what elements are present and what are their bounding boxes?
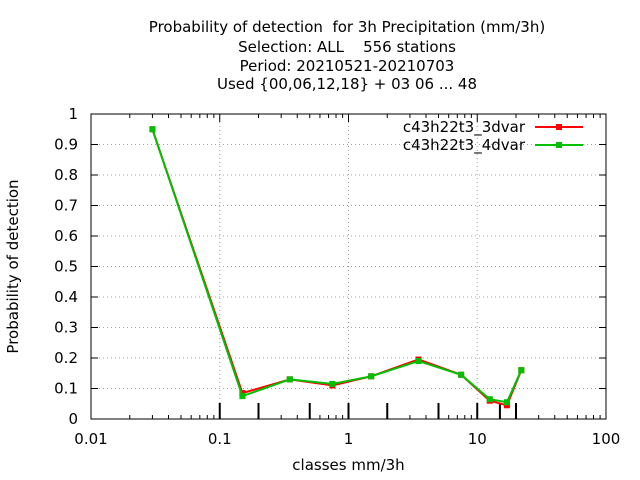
chart-title-line-3: Period: 20210521-20210703	[239, 57, 455, 75]
series-1-point	[503, 402, 510, 409]
y-axis-label: Probability of detection	[4, 179, 22, 353]
legend-marker-1	[556, 124, 562, 130]
x-tick-label: 0.01	[74, 430, 107, 448]
y-tick-label: 0.9	[54, 136, 78, 154]
y-tick-label: 0.3	[54, 319, 78, 337]
chart-title-line-2: Selection: ALL 556 stations	[238, 38, 456, 56]
y-tick-label: 0.2	[54, 349, 78, 367]
y-tick-label: 0.7	[54, 197, 78, 215]
x-tick-label: 10	[468, 430, 487, 448]
y-tick-label: 0	[68, 410, 78, 428]
chart-title-line-4: Used {00,06,12,18} + 03 06 ... 48	[216, 75, 478, 93]
series-2-point	[518, 367, 525, 374]
grid-lines	[91, 114, 606, 419]
x-tick-label: 0.1	[208, 430, 232, 448]
series-2-point	[286, 376, 293, 383]
series-2-point	[329, 380, 336, 387]
series-2-point	[415, 358, 422, 365]
series-2-point	[239, 393, 246, 400]
legend-marker-2	[556, 142, 562, 148]
x-tick-label: 100	[592, 430, 621, 448]
y-tick-label: 1	[68, 105, 78, 123]
series-2-point	[503, 399, 510, 406]
chart-title-line-1: Probability of detection for 3h Precipit…	[148, 18, 546, 36]
y-tick-label: 0.6	[54, 227, 78, 245]
series-2-point	[458, 371, 465, 378]
series-line-2	[151, 128, 523, 404]
y-tick-label: 0.8	[54, 166, 78, 184]
series-2-point	[149, 126, 156, 133]
series-2-point	[486, 396, 493, 403]
x-tick-label: 1	[344, 430, 354, 448]
legend-label-2: c43h22t3_4dvar	[403, 136, 526, 155]
y-tick-label: 0.5	[54, 258, 78, 276]
x-axis-ticks: 0.01 0.1 1 10 100	[74, 114, 620, 448]
series-2-point	[368, 373, 375, 380]
y-tick-label: 0.1	[54, 380, 78, 398]
y-tick-label: 0.4	[54, 288, 78, 306]
series-group	[149, 126, 525, 409]
x-axis-label: classes mm/3h	[292, 456, 404, 474]
legend-label-1: c43h22t3_3dvar	[403, 118, 526, 137]
y-axis-ticks: 0 0.1 0.2 0.3 0.4 0.5 0.6 0.7 0.8 0.9 1	[54, 105, 606, 428]
series-line-1	[151, 128, 523, 407]
